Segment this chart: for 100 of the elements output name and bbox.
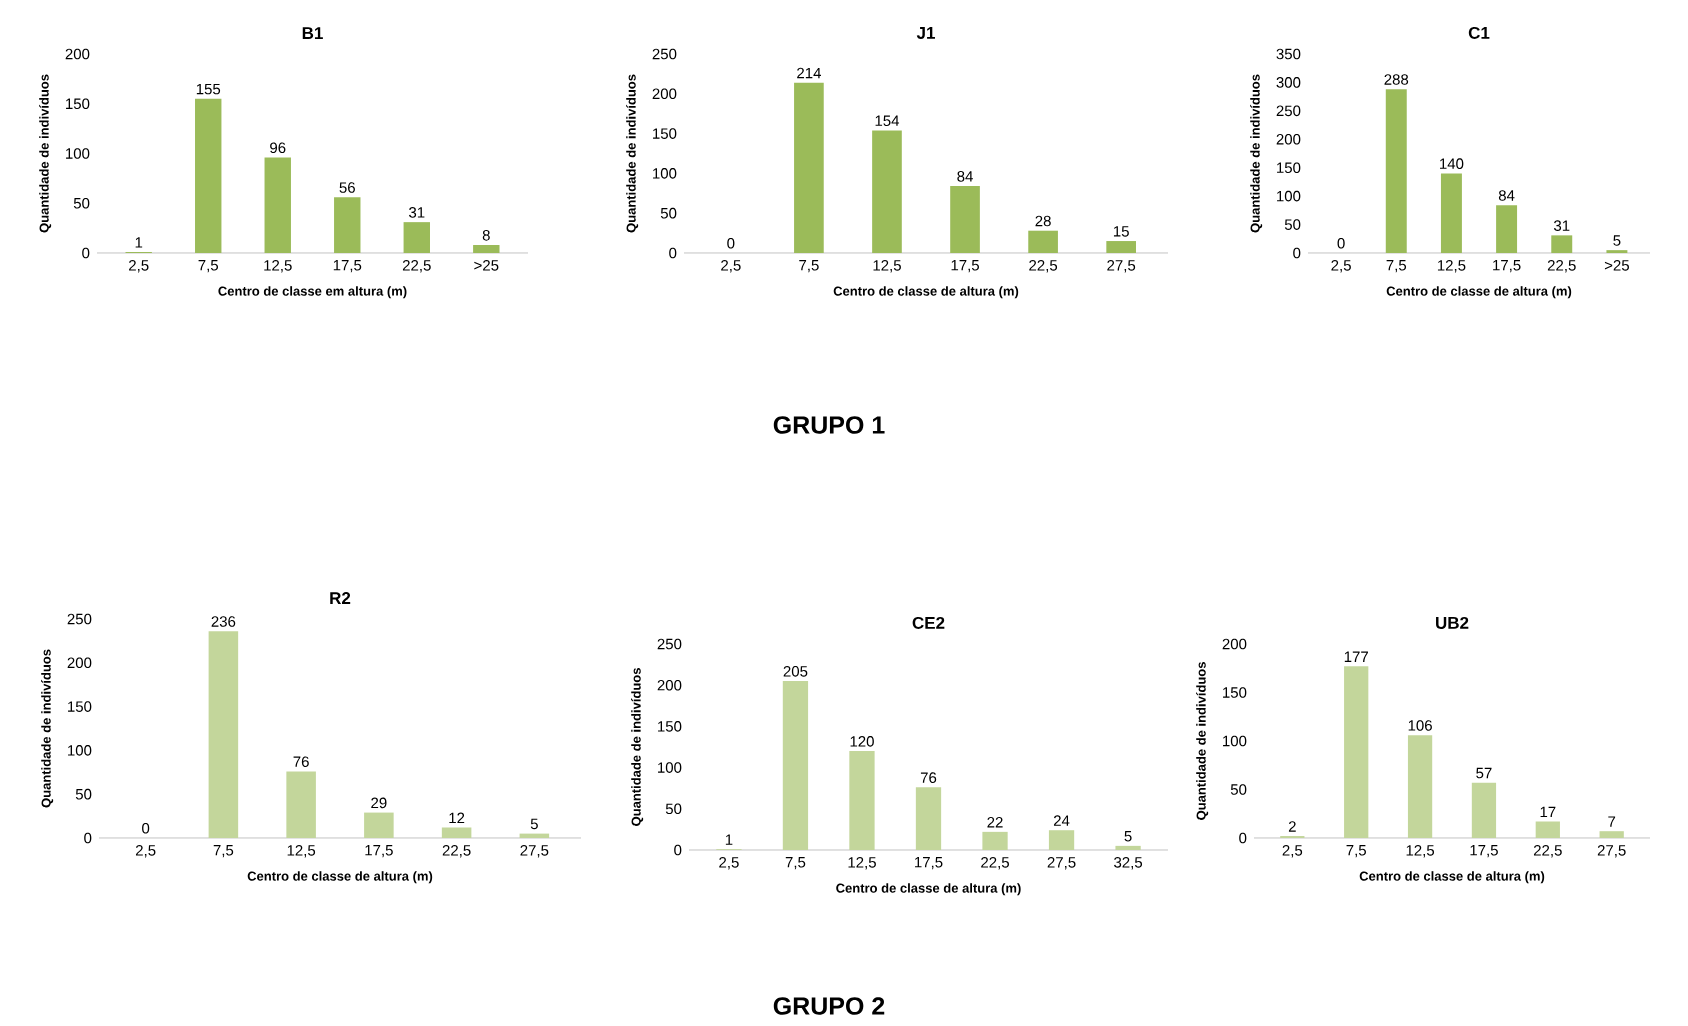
x-tick-label: 7,5 [1386, 260, 1407, 273]
y-tick-label: 150 [658, 721, 682, 732]
x-tick-label: 32,5 [1114, 857, 1143, 870]
data-label: 1 [135, 237, 143, 248]
bar [1048, 830, 1075, 850]
x-tick-label: 22,5 [402, 260, 431, 273]
bar [915, 787, 942, 850]
x-tick-label: 2,5 [129, 260, 149, 273]
x-tick-label: 12,5 [873, 260, 901, 273]
x-tick-label: 17,5 [951, 260, 980, 273]
data-label: 56 [339, 182, 355, 193]
x-tick-label: 17,5 [333, 260, 362, 273]
x-tick-label: 12,5 [1437, 260, 1466, 273]
data-label: 106 [1408, 720, 1432, 731]
bar [1407, 735, 1433, 838]
x-tick-label: 22,5 [1533, 845, 1562, 858]
bar [794, 82, 824, 253]
bar [1496, 205, 1518, 253]
y-tick-label: 200 [1276, 133, 1301, 145]
y-tick-label: 100 [658, 762, 682, 773]
y-tick-label: 100 [66, 148, 90, 159]
x-tick-label: 2,5 [721, 260, 741, 273]
x-axis-title: Centro de classe de altura (m) [833, 286, 1019, 299]
y-tick-label: 0 [1293, 247, 1301, 259]
bar [441, 827, 472, 838]
y-tick-label: 50 [1230, 784, 1247, 795]
y-tick-label: 0 [674, 844, 682, 856]
bar [950, 186, 980, 253]
data-label: 22 [987, 816, 1003, 828]
data-label: 29 [371, 797, 387, 809]
bar [264, 157, 291, 253]
y-tick-label: 50 [75, 788, 92, 800]
y-tick-label: 100 [68, 745, 92, 756]
text: GRUPO 1 [773, 416, 885, 434]
x-tick-label: >25 [1604, 260, 1629, 271]
y-tick-label: 300 [1276, 77, 1301, 88]
data-label: 31 [1553, 220, 1570, 231]
data-label: 8 [482, 230, 490, 241]
x-tick-label: 27,5 [1107, 260, 1136, 273]
bar [286, 771, 316, 838]
y-tick-label: 0 [1239, 832, 1247, 844]
y-tick-label: 0 [82, 247, 90, 259]
x-tick-label: 27,5 [1597, 845, 1626, 858]
y-axis-title: Quantidade de indivíduos [41, 649, 54, 808]
x-tick-label: 12,5 [1406, 845, 1435, 858]
x-tick-label: 7,5 [198, 260, 219, 273]
y-tick-label: 0 [669, 247, 677, 259]
bar [1106, 241, 1136, 253]
chart-title: CE2 [912, 616, 945, 629]
text: GRUPO 2 [773, 997, 885, 1015]
data-label: 154 [875, 115, 900, 127]
x-tick-label: 17,5 [1493, 260, 1521, 273]
x-tick-label: 7,5 [799, 260, 819, 273]
x-axis-title: Centro de classe de altura (m) [836, 883, 1021, 896]
chart-title: C1 [1468, 26, 1490, 39]
data-label: 84 [957, 171, 973, 182]
x-tick-label: >25 [474, 260, 499, 271]
y-axis-title: Quantidade de indivíduos [631, 668, 644, 826]
data-label: 17 [1540, 806, 1556, 818]
x-tick-label: 2,5 [719, 857, 739, 870]
bar [782, 681, 809, 850]
data-label: 76 [293, 756, 309, 768]
x-tick-label: 22,5 [1547, 260, 1576, 273]
y-tick-label: 200 [1222, 638, 1247, 650]
bar [1551, 235, 1573, 253]
y-tick-label: 150 [1277, 162, 1301, 174]
bar [473, 245, 500, 253]
data-label: 0 [1337, 237, 1345, 249]
bar [1606, 250, 1628, 253]
data-label: 177 [1344, 651, 1368, 662]
y-tick-label: 250 [1276, 105, 1301, 117]
chart-title: J1 [916, 27, 935, 39]
y-tick-label: 250 [652, 48, 677, 60]
y-tick-label: 50 [660, 207, 677, 219]
data-label: 120 [850, 736, 874, 747]
x-tick-label: 27,5 [1047, 857, 1076, 870]
y-tick-label: 100 [1223, 735, 1247, 747]
x-axis-title: Centro de classe de altura (m) [1386, 286, 1572, 299]
bar [1535, 821, 1560, 838]
bar [849, 751, 875, 850]
chart-title: R2 [330, 592, 351, 604]
y-tick-label: 200 [67, 657, 92, 669]
x-tick-label: 12,5 [287, 845, 316, 858]
data-label: 5 [1613, 235, 1621, 246]
x-tick-label: 2,5 [1331, 260, 1351, 273]
data-label: 31 [409, 207, 425, 218]
bar [1344, 666, 1369, 838]
y-tick-label: 100 [653, 168, 677, 179]
x-tick-label: 12,5 [264, 260, 292, 273]
bar [195, 98, 222, 253]
bar [334, 197, 361, 253]
data-label: 2 [1288, 821, 1296, 832]
y-tick-label: 150 [66, 98, 90, 110]
data-label: 12 [449, 812, 465, 824]
data-label: 76 [920, 772, 937, 783]
y-tick-label: 250 [67, 613, 92, 625]
y-tick-label: 150 [1223, 687, 1247, 698]
data-label: 15 [1113, 226, 1129, 237]
x-axis-title: Centro de classe de altura (m) [1359, 871, 1545, 884]
y-tick-label: 50 [665, 803, 682, 815]
